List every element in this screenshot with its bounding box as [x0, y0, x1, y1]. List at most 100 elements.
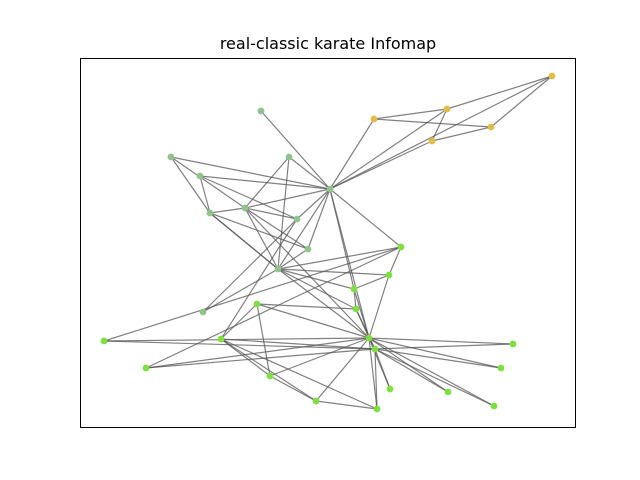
edge-n2-n3: [368, 274, 390, 339]
edge-s5-s9: [277, 188, 331, 270]
edge-y3-y4: [373, 118, 492, 128]
node-y2: [443, 105, 451, 113]
edge-layer: [103, 75, 553, 410]
node-n16: [444, 388, 452, 396]
edge-s6-s9: [209, 212, 279, 270]
edge-s6-s7: [209, 207, 246, 214]
node-n1: [350, 285, 358, 293]
plot-frame: [80, 58, 576, 428]
edge-n4-n6: [145, 348, 376, 369]
edge-s8-s11: [202, 218, 298, 313]
node-s4: [196, 172, 204, 180]
edge-n9-n14: [220, 338, 378, 410]
edge-s3-s5: [288, 156, 331, 190]
node-n14: [373, 405, 381, 413]
node-n10: [266, 372, 274, 380]
edge-n9-n11: [220, 338, 317, 402]
edge-s4-s11: [199, 175, 298, 220]
edge-n4-n5: [103, 340, 376, 350]
edge-s4-s6: [199, 175, 211, 214]
edge-n4-n17: [374, 348, 495, 407]
node-s11: [293, 215, 301, 223]
edge-n4-n15: [374, 348, 391, 390]
edge-s7-s11: [244, 207, 298, 220]
node-n6: [142, 364, 150, 372]
edge-s5-s11: [296, 188, 331, 220]
node-n7: [352, 305, 360, 313]
node-s8: [199, 308, 207, 316]
edge-s6-s10: [209, 212, 309, 250]
node-n5: [100, 337, 108, 345]
edge-s7-s9: [244, 207, 279, 270]
edge-s9-n12: [277, 246, 402, 270]
node-n4: [371, 345, 379, 353]
edge-n4-n16: [374, 348, 449, 393]
edge-y2-y3: [373, 108, 448, 120]
edge-n10-n11: [269, 375, 317, 402]
edge-n3-n17: [368, 337, 495, 407]
node-s2: [167, 153, 175, 161]
node-s5: [326, 185, 334, 193]
node-y5: [428, 137, 436, 145]
edge-s2-s5: [170, 156, 331, 190]
edge-s8-s9: [202, 268, 279, 313]
edge-n3-n6: [145, 337, 370, 369]
node-n3: [365, 334, 373, 342]
edge-n4-n14: [374, 348, 378, 410]
node-s3: [285, 153, 293, 161]
edge-n1-n2: [353, 274, 390, 290]
edge-n4-n9: [220, 338, 376, 350]
edge-s2-s6: [170, 156, 211, 214]
node-layer: [100, 72, 556, 413]
edge-n7-n8: [256, 303, 357, 310]
edge-s7-s10: [244, 207, 309, 250]
edge-y1-y4: [490, 75, 553, 128]
node-y4: [487, 123, 495, 131]
edge-s9-n1: [277, 268, 355, 290]
edge-n7-n3: [355, 308, 370, 339]
node-s7: [241, 204, 249, 212]
node-n17: [490, 402, 498, 410]
edge-n3-n13: [368, 337, 514, 345]
edge-s9-s10: [277, 248, 309, 270]
node-n12: [397, 243, 405, 251]
node-n9: [217, 335, 225, 343]
edge-n9-n10: [220, 338, 271, 377]
node-s6: [206, 209, 214, 217]
edge-n2-n12: [388, 246, 402, 276]
edge-n8-n10: [256, 303, 271, 377]
node-n11: [312, 397, 320, 405]
edge-y4-y5: [431, 126, 492, 142]
node-y1: [548, 72, 556, 80]
edge-n11-n14: [315, 400, 378, 410]
node-n15: [386, 385, 394, 393]
edge-y2-s5: [329, 108, 448, 190]
edge-s4-s5: [199, 175, 331, 190]
edge-n3-n10: [269, 337, 370, 377]
edge-s5-n12: [329, 188, 402, 248]
edge-n4-n13: [374, 343, 514, 350]
node-s10: [304, 245, 312, 253]
edge-y3-s5: [329, 118, 375, 190]
node-s9: [274, 265, 282, 273]
node-y3: [370, 115, 378, 123]
node-n8: [253, 300, 261, 308]
edge-n6-n12: [145, 246, 402, 369]
edge-y1-y2: [446, 75, 553, 110]
edge-s9-n2: [277, 268, 390, 276]
edge-y2-y5: [431, 108, 448, 142]
edge-s9-n7: [277, 268, 357, 310]
edge-y5-s5: [329, 140, 433, 190]
edge-y1-s5: [329, 75, 553, 190]
edge-s7-n3: [244, 207, 370, 339]
edge-s2-s7: [170, 156, 246, 209]
edge-n8-n3: [256, 303, 370, 339]
node-n2: [385, 271, 393, 279]
edge-s5-s7: [244, 188, 331, 209]
edge-n3-n18: [368, 337, 502, 369]
node-n13: [509, 340, 517, 348]
edge-n4-n18: [374, 348, 502, 369]
edge-s1-s5: [260, 110, 331, 190]
